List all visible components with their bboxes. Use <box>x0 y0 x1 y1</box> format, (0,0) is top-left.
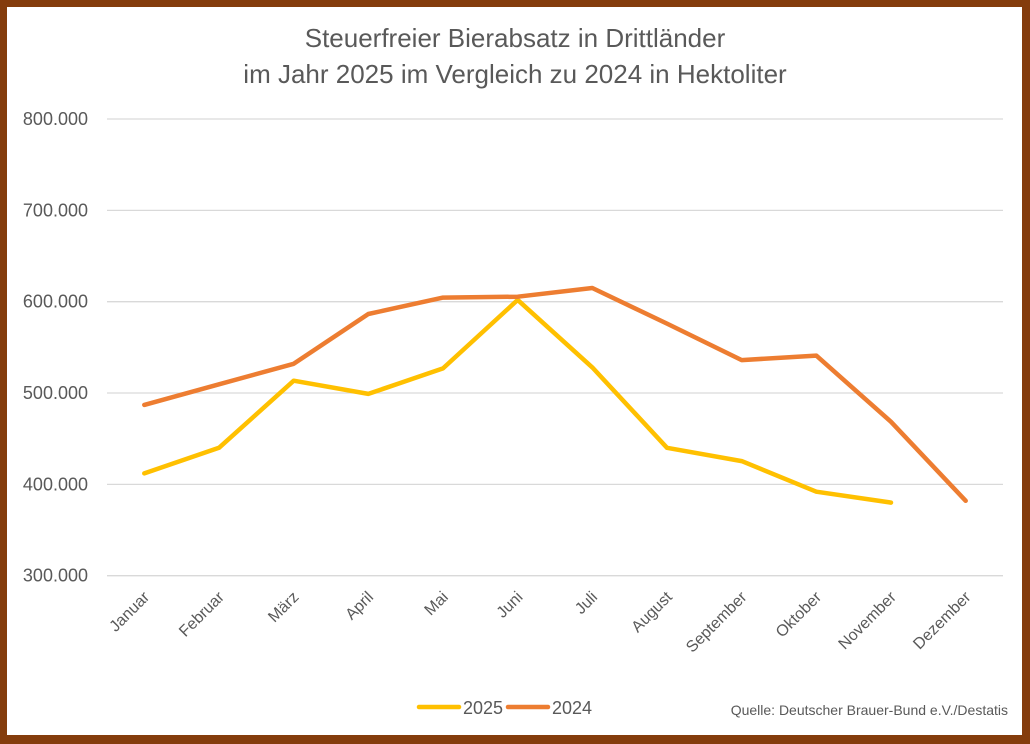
y-tick-label: 700.000 <box>23 200 88 220</box>
x-tick-label: November <box>836 588 901 653</box>
x-tick-label: April <box>343 589 378 624</box>
x-tick-label: August <box>629 588 677 636</box>
series-lines <box>142 285 968 505</box>
chart-subtitle: im Jahr 2025 im Vergleich zu 2024 in Hek… <box>243 59 787 89</box>
x-tick-label: Mai <box>422 589 452 619</box>
y-tick-label: 600.000 <box>23 292 88 312</box>
x-tick-label: Dezember <box>910 588 975 653</box>
x-tick-label: Februar <box>176 588 228 640</box>
source-note: Quelle: Deutscher Brauer-Bund e.V./Desta… <box>730 702 1008 718</box>
chart-title-block: Steuerfreier Bierabsatz in Drittländer i… <box>0 20 1030 92</box>
x-tick-label: September <box>683 588 751 656</box>
chart-title: Steuerfreier Bierabsatz in Drittländer <box>304 23 726 53</box>
gridlines <box>107 118 1003 577</box>
x-tick-label: März <box>265 589 302 626</box>
legend-label-2025: 2025 <box>463 698 503 718</box>
x-tick-label: Oktober <box>773 588 826 641</box>
legend-label-2024: 2024 <box>552 698 592 718</box>
y-axis-ticks: 300.000 400.000 500.000 600.000 700.000 800.0… <box>23 109 88 586</box>
x-tick-label: Januar <box>107 588 154 635</box>
y-tick-label: 500.000 <box>23 383 88 403</box>
chart-frame <box>7 7 1022 735</box>
y-tick-label: 300.000 <box>23 566 88 586</box>
legend: 2025 2024 <box>416 698 592 718</box>
x-axis-ticks: Januar Februar März April Mai Juni Juli August S… <box>107 588 975 656</box>
x-tick-label: Juli <box>572 589 601 618</box>
series-line-2025 <box>142 297 894 505</box>
y-tick-label: 800.000 <box>23 109 88 129</box>
x-tick-label: Juni <box>494 589 527 622</box>
series-line-2024 <box>142 285 968 504</box>
y-tick-label: 400.000 <box>23 474 88 494</box>
